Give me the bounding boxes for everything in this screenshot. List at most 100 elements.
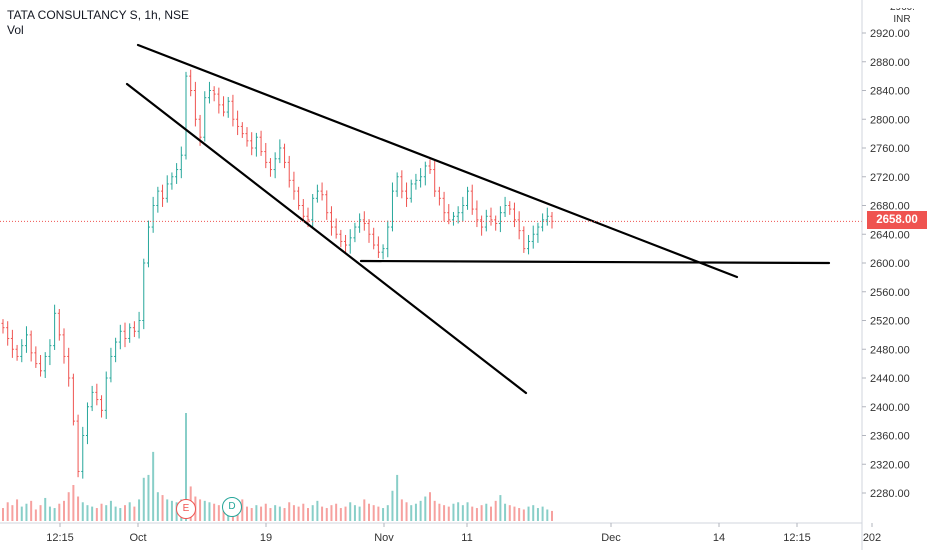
volume-bar — [335, 503, 338, 521]
volume-bar — [255, 505, 258, 521]
price-tick-label: 2520.00 — [870, 316, 910, 328]
volume-bar — [344, 506, 347, 521]
volume-bar — [339, 508, 342, 521]
volume-bar — [6, 502, 9, 521]
volume-bar — [429, 492, 431, 521]
price-tick-label: 2760.00 — [870, 143, 910, 155]
volume-bar — [363, 499, 366, 521]
volume-bar — [316, 500, 319, 521]
volume-bar — [349, 502, 352, 521]
horizontal-support-line[interactable] — [359, 259, 831, 265]
volume-bar — [147, 474, 150, 521]
time-tick-label: 12:15 — [46, 532, 74, 544]
volume-bar — [81, 502, 84, 521]
volume-bar — [241, 499, 244, 521]
volume-bar — [283, 508, 286, 521]
volume-bar — [292, 505, 295, 521]
volume-bar — [302, 503, 305, 521]
currency-label[interactable]: 2960.00 INR — [890, 8, 914, 25]
volume-bar — [133, 506, 136, 521]
price-tick-label: 2400.00 — [870, 402, 910, 414]
volume-bar — [34, 509, 37, 521]
volume-bar — [490, 506, 492, 521]
price-tick-label: 2680.00 — [870, 201, 910, 213]
volume-bar — [166, 499, 169, 521]
price-tick-label: 2600.00 — [870, 258, 910, 270]
volume-bar — [278, 506, 281, 521]
volume-bar — [386, 505, 389, 521]
volume-bar — [91, 506, 94, 521]
volume-bar — [518, 508, 521, 521]
price-tick-label: 2840.00 — [870, 86, 910, 98]
last-price-tag: 2658.00 — [867, 211, 927, 229]
volume-bar — [128, 502, 131, 521]
price-axis[interactable]: 2280.00 2320.00 2360.00 2400.00 2440.00 2480.… — [862, 28, 910, 500]
volume-bar — [494, 500, 497, 521]
time-tick-label: 11 — [461, 532, 472, 544]
volume-bar — [457, 502, 460, 521]
volume-bar — [508, 505, 511, 521]
time-tick-label: 14 — [713, 532, 725, 544]
volume-bar — [546, 509, 549, 521]
time-tick-label: 19 — [260, 532, 272, 544]
lower-trendline[interactable] — [125, 82, 528, 395]
volume-bar — [419, 500, 422, 521]
volume-bar — [307, 508, 309, 521]
volume-bar — [288, 502, 291, 521]
volume-bar — [368, 503, 370, 521]
volume-bar — [269, 508, 272, 521]
volume-bar — [311, 505, 314, 521]
time-axis[interactable]: 12:15 Oct 19 Nov 11 Dec 14 12:15 202 — [46, 523, 881, 544]
volume-bar — [522, 509, 525, 521]
price-tick-label: 2880.00 — [870, 57, 910, 69]
time-tick-label: Nov — [374, 532, 394, 544]
volume-bar — [58, 503, 61, 521]
dividend-event-marker[interactable]: D — [222, 497, 242, 517]
volume-bar — [480, 505, 483, 521]
time-tick-label: Dec — [601, 532, 621, 544]
volume-bar — [405, 502, 408, 521]
volume-bar — [438, 503, 441, 521]
earnings-event-marker[interactable]: E — [176, 499, 196, 519]
volume-bar — [109, 500, 112, 521]
volume-bar — [532, 505, 535, 521]
volume-bar — [433, 500, 436, 521]
upper-trendline[interactable] — [136, 43, 739, 279]
volume-bar — [11, 505, 14, 521]
volume-bar — [391, 490, 394, 521]
volume-indicator-label[interactable]: Vol — [7, 23, 24, 37]
volume-bar — [44, 497, 47, 521]
volume-bar — [471, 506, 474, 521]
volume-bar — [382, 508, 385, 521]
time-tick-label: Oct — [129, 532, 146, 544]
currency-code: INR — [893, 14, 911, 25]
price-tick-label: 2280.00 — [870, 488, 910, 500]
volume-bar — [63, 500, 65, 521]
price-tick-label: 2360.00 — [870, 431, 910, 443]
volume-bar — [72, 485, 75, 521]
volume-bar — [185, 413, 187, 521]
volume-bar — [20, 506, 23, 521]
volume-bar — [443, 505, 446, 521]
volume-bar — [527, 506, 530, 521]
price-tick-label: 2640.00 — [870, 229, 910, 241]
volume-bar — [353, 505, 356, 521]
volume-bar — [541, 506, 544, 521]
volume-bar — [203, 500, 206, 521]
symbol-title[interactable]: TATA CONSULTANCY S, 1h, NSE — [7, 8, 190, 22]
volume-bar — [297, 506, 300, 521]
currency-partial-tick: 2960.00 — [890, 8, 914, 14]
volume-bar — [536, 508, 539, 521]
volume-bar — [77, 496, 80, 521]
volume-bar — [264, 503, 267, 521]
volume-bar — [53, 508, 56, 521]
volume-bar — [466, 502, 469, 521]
volume-bar — [222, 506, 225, 521]
volume-bar — [325, 508, 328, 521]
volume-bar — [410, 505, 413, 521]
volume-bar — [377, 506, 380, 521]
volume-bar — [400, 499, 403, 521]
